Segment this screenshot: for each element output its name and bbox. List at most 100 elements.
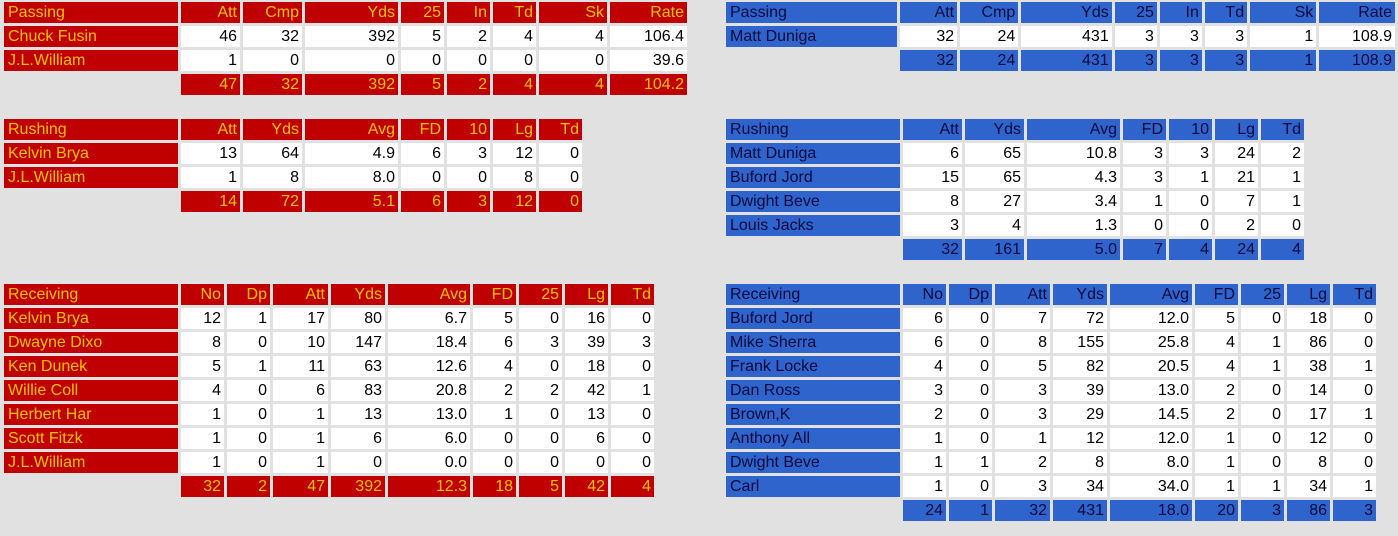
stat-cell: 1 [227, 308, 270, 329]
player-name: Matt Duniga [726, 26, 897, 47]
total-cell: 108.9 [1319, 50, 1395, 71]
total-cell: 72 [243, 191, 302, 212]
stat-cell: 1 [181, 428, 224, 449]
totals-row: 14 72 5.1 6 3 12 0 [4, 191, 582, 212]
player-name: Buford Jord [726, 308, 900, 329]
stat-cell: 1 [1241, 476, 1284, 497]
section-title: Receiving [4, 284, 178, 305]
stat-cell: 8 [903, 191, 962, 212]
stat-cell: 17 [273, 308, 328, 329]
stat-cell: 8 [1053, 452, 1107, 473]
stat-cell: 2 [1195, 404, 1238, 425]
home-rushing-table: Rushing Att Yds Avg FD 10 Lg Td Matt Duniga 6 65 10… [723, 116, 1307, 263]
column-header: 25 [519, 284, 562, 305]
column-header: In [447, 2, 490, 23]
stat-cell: 0 [305, 50, 398, 71]
stat-cell: 4 [965, 215, 1024, 236]
total-cell: 3 [1114, 50, 1157, 71]
stat-cell: 20.5 [1110, 356, 1192, 377]
stat-cell: 1 [1250, 26, 1317, 47]
section-title: Receiving [726, 284, 900, 305]
stat-cell: 0 [539, 167, 582, 188]
player-row: Frank Locke 4 0 5 82 20.5 4 1 38 1 [726, 356, 1376, 377]
totals-spacer [4, 476, 178, 497]
stat-cell: 2 [447, 26, 490, 47]
stat-cell: 1 [903, 428, 946, 449]
stat-cell: 3 [611, 332, 654, 353]
column-header: FD [401, 119, 444, 140]
stat-cell: 13.0 [1110, 380, 1192, 401]
column-header: Lg [565, 284, 608, 305]
total-cell: 32 [243, 74, 302, 95]
home-passing-table: Passing Att Cmp Yds 25 In Td Sk Rate Matt Duniga 3… [723, 0, 1398, 74]
stat-cell: 0 [227, 404, 270, 425]
column-header: FD [1195, 284, 1238, 305]
player-name: Herbert Har [4, 404, 178, 425]
stat-cell: 1 [1241, 356, 1284, 377]
stat-cell: 0 [1333, 380, 1376, 401]
stat-cell: 13 [331, 404, 385, 425]
total-cell: 3 [1204, 50, 1248, 71]
stat-cell: 10 [273, 332, 328, 353]
stat-cell: 21 [1215, 167, 1258, 188]
totals-spacer [726, 239, 900, 260]
player-row: Scott Fitzk 1 0 1 6 6.0 0 0 6 0 [4, 428, 654, 449]
stat-cell: 4 [1195, 332, 1238, 353]
total-cell: 392 [305, 74, 398, 95]
player-row: Kelvin Brya 12 1 17 80 6.7 5 0 16 0 [4, 308, 654, 329]
stat-cell: 5 [473, 308, 516, 329]
stat-cell: 2 [903, 404, 946, 425]
stat-cell: 3 [903, 380, 946, 401]
column-header: Lg [1215, 119, 1258, 140]
total-cell: 3 [447, 191, 490, 212]
stat-cell: 17 [1287, 404, 1330, 425]
player-row: Willie Coll 4 0 6 83 20.8 2 2 42 1 [4, 380, 654, 401]
totals-row: 47 32 392 5 2 4 4 104.2 [4, 74, 687, 95]
stat-cell: 20.8 [388, 380, 470, 401]
stat-cell: 0 [1333, 428, 1376, 449]
player-row: Buford Jord 6 0 7 72 12.0 5 0 18 0 [726, 308, 1376, 329]
stat-cell: 1 [1123, 191, 1166, 212]
stat-cell: 0 [519, 428, 562, 449]
stat-cell: 1 [1261, 191, 1304, 212]
stat-cell: 0 [1241, 308, 1284, 329]
stat-cell: 1 [1169, 167, 1212, 188]
stat-cell: 4.9 [305, 143, 398, 164]
stat-cell: 13 [565, 404, 608, 425]
column-header: 10 [1169, 119, 1212, 140]
stat-cell: 7 [1215, 191, 1258, 212]
stat-cell: 14 [1287, 380, 1330, 401]
total-cell: 104.2 [610, 74, 687, 95]
stat-cell: 5 [181, 356, 224, 377]
stat-cell: 24 [960, 26, 1019, 47]
header-row: Rushing Att Yds Avg FD 10 Lg Td [726, 119, 1304, 140]
stat-cell: 1 [1261, 167, 1304, 188]
header-row: Passing Att Cmp Yds 25 In Td Sk Rate [4, 2, 687, 23]
stat-cell: 4 [539, 26, 607, 47]
total-cell: 4 [1169, 239, 1212, 260]
player-row: Brown,K 2 0 3 29 14.5 2 0 17 1 [726, 404, 1376, 425]
player-row: J.L.William 1 0 1 0 0.0 0 0 0 0 [4, 452, 654, 473]
stat-cell: 8 [995, 332, 1050, 353]
stat-cell: 32 [243, 26, 302, 47]
column-header: No [181, 284, 224, 305]
player-name: Scott Fitzk [4, 428, 178, 449]
total-cell: 4 [539, 74, 607, 95]
section-title: Rushing [726, 119, 900, 140]
stat-cell: 0 [539, 50, 607, 71]
column-header: Rate [610, 2, 687, 23]
player-row: J.L.William 1 8 8.0 0 0 8 0 [4, 167, 582, 188]
stat-cell: 4 [181, 380, 224, 401]
total-cell: 32 [899, 50, 958, 71]
total-cell: 32 [181, 476, 224, 497]
column-header: Dp [227, 284, 270, 305]
totals-row: 32 161 5.0 7 4 24 4 [726, 239, 1304, 260]
stat-cell: 3 [995, 476, 1050, 497]
stat-cell: 16 [565, 308, 608, 329]
total-cell: 392 [331, 476, 385, 497]
total-cell: 2 [227, 476, 270, 497]
stat-cell: 2 [473, 380, 516, 401]
stat-cell: 34 [1287, 476, 1330, 497]
column-header: Sk [539, 2, 607, 23]
stat-cell: 6 [903, 332, 946, 353]
